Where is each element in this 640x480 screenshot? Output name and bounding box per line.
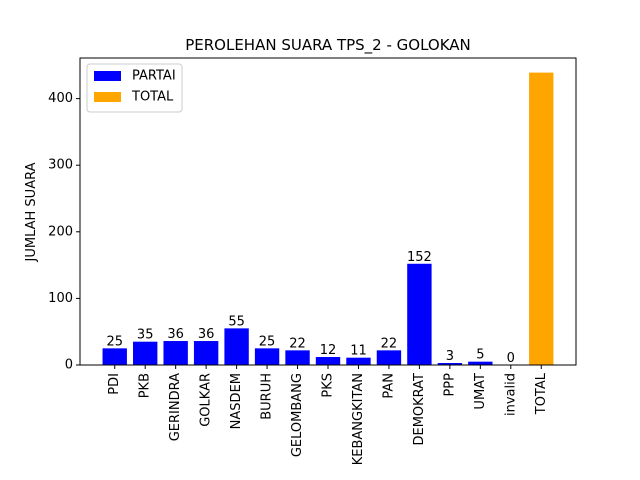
x-tick-label: PAN <box>381 373 396 399</box>
data-label: 25 <box>259 334 276 349</box>
bar <box>468 361 493 365</box>
legend-swatch <box>94 71 121 81</box>
bar <box>133 341 158 365</box>
bar <box>254 348 280 365</box>
data-label: 11 <box>350 344 367 359</box>
x-tick-label: GELOMBANG <box>290 373 305 457</box>
axes-frame <box>79 57 577 366</box>
y-tick-label: 200 <box>48 224 73 239</box>
x-tick-label: invalid <box>503 373 518 416</box>
x-tick-label: BURUH <box>260 373 275 420</box>
x-tick-label: PKB <box>138 373 153 398</box>
chart-title: PEROLEHAN SUARA TPS_2 - GOLOKAN <box>185 36 471 55</box>
bar <box>529 72 554 365</box>
bar <box>437 363 463 365</box>
x-tick-label: PKS <box>321 373 336 398</box>
data-label: 36 <box>167 327 184 342</box>
legend-label: TOTAL <box>131 90 174 105</box>
x-tick-label: GOLKAR <box>199 373 214 427</box>
data-label: 12 <box>320 343 337 358</box>
x-tick-label: TOTAL <box>534 372 549 415</box>
y-tick-label: 400 <box>48 91 73 106</box>
bar <box>102 348 127 365</box>
bar <box>407 263 432 365</box>
legend-swatch <box>94 92 121 102</box>
bar <box>285 350 310 365</box>
legend-label: PARTAI <box>132 69 176 84</box>
data-label: 5 <box>476 348 484 363</box>
data-label: 152 <box>407 250 432 265</box>
data-label: 3 <box>446 349 454 364</box>
data-label: 35 <box>137 328 154 343</box>
data-label: 36 <box>198 327 215 342</box>
y-tick-label: 0 <box>65 358 73 373</box>
legend: PARTAI TOTAL <box>86 63 183 113</box>
y-tick-label: 300 <box>48 158 73 173</box>
x-tick-label: DEMOKRAT <box>412 373 427 446</box>
x-tick-label: NASDEM <box>229 373 244 429</box>
bar <box>193 341 219 365</box>
bar <box>376 350 402 365</box>
x-tick-label: GERINDRA <box>168 373 183 441</box>
data-label: 22 <box>289 336 306 351</box>
bar <box>224 328 249 365</box>
x-tick-label: PDI <box>107 373 122 395</box>
data-label: 25 <box>106 334 123 349</box>
y-axis-label: JUMLAH SUARA <box>24 162 39 262</box>
y-tick-label: 100 <box>48 291 73 306</box>
data-label: 0 <box>507 351 515 366</box>
bar <box>346 357 371 365</box>
x-tick-label: PPP <box>442 373 457 397</box>
bar <box>163 341 188 365</box>
x-tick-label: KEBANGKITAN <box>351 373 366 465</box>
data-label: 55 <box>228 314 245 329</box>
bar <box>315 357 341 365</box>
data-label: 22 <box>381 336 398 351</box>
x-tick-label: UMAT <box>473 373 488 410</box>
